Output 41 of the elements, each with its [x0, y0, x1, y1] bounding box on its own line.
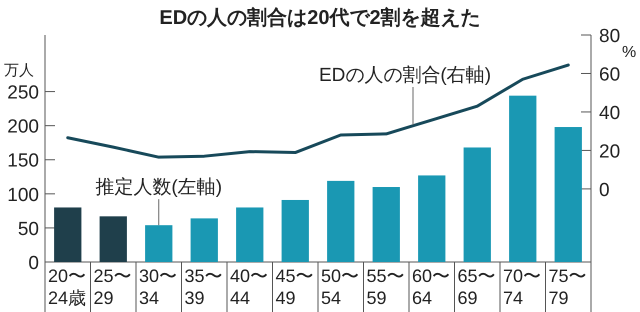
series-label: EDの人の割合(右軸): [318, 64, 492, 86]
y2-tick-label: 80: [599, 26, 620, 47]
x-tick-label: 25〜 29: [94, 266, 132, 308]
y-axis-title: 万人: [4, 62, 34, 79]
y-tick-label: 200: [7, 116, 39, 138]
x-tick-label: 60〜 64: [412, 266, 450, 308]
y-tick-label: 50: [18, 218, 39, 240]
y2-tick-label: 0: [599, 180, 610, 201]
y-tick-label: 0: [28, 253, 39, 274]
bar: [509, 96, 536, 262]
y-tick-label: 150: [7, 150, 39, 172]
x-tick-label: 20〜 24歳: [48, 266, 86, 308]
x-tick-label: 65〜 69: [458, 266, 496, 308]
bar: [464, 147, 491, 262]
y2-tick-label: 40: [599, 102, 620, 124]
bar: [554, 127, 582, 262]
bar: [190, 218, 218, 262]
x-tick-label: 40〜 44: [230, 266, 268, 308]
bar: [372, 187, 400, 262]
bar: [236, 207, 264, 262]
line-series: [66, 64, 570, 159]
bar: [54, 207, 82, 262]
x-tick-label: 30〜 34: [139, 266, 178, 308]
series-label: 推定人数(左軸): [95, 176, 222, 198]
x-tick-label: 50〜 54: [321, 266, 360, 308]
x-tick-label: 45〜 49: [276, 266, 314, 308]
y-tick-label: 250: [7, 82, 39, 104]
x-tick-label: 75〜 79: [548, 266, 587, 308]
bar: [282, 200, 309, 262]
y2-axis-title: %: [622, 44, 636, 61]
x-tick-label: 70〜 74: [503, 266, 542, 308]
y2-tick-label: 20: [599, 141, 620, 162]
x-tick-label: 35〜 39: [184, 266, 223, 308]
x-tick-label: 55〜 59: [366, 266, 405, 308]
bar: [327, 180, 354, 262]
bar: [145, 225, 172, 262]
y-tick-label: 100: [7, 184, 39, 206]
chart-title: EDの人の割合は20代で2割を超えた: [159, 6, 481, 29]
bar: [418, 175, 446, 262]
bar: [100, 216, 127, 262]
y2-tick-label: 60: [599, 64, 620, 86]
